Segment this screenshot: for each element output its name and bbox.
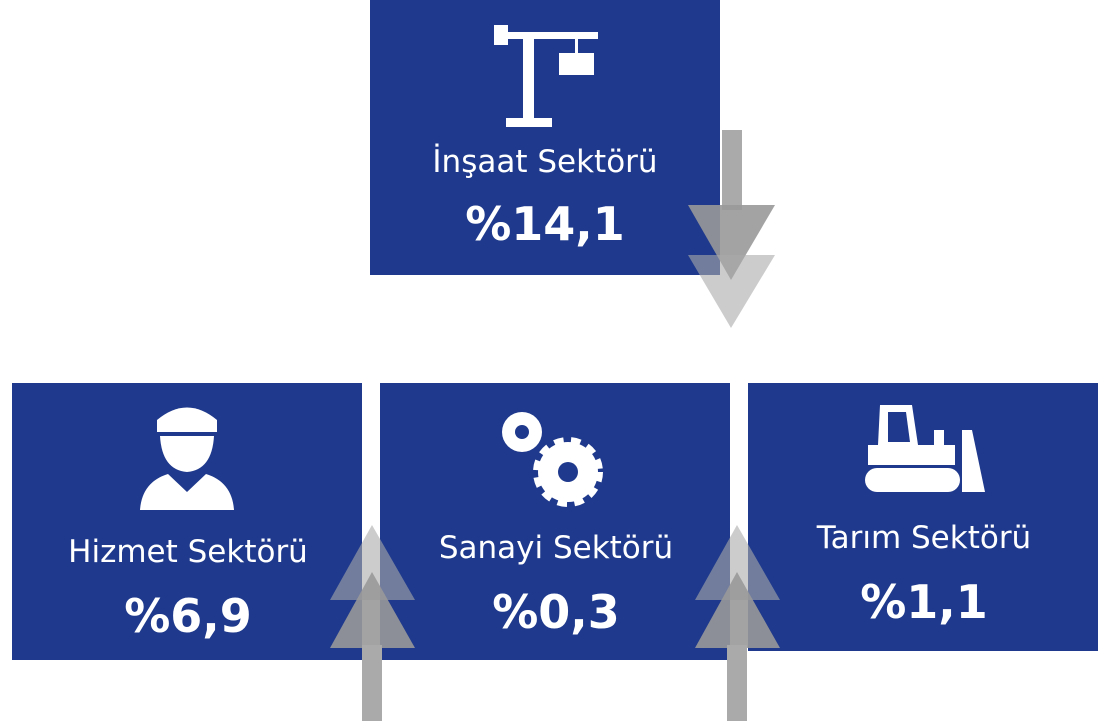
sector-value: %14,1: [465, 197, 625, 251]
box-tarim: [748, 383, 1098, 651]
sector-value: %0,3: [492, 585, 620, 639]
sector-name: Sanayi Sektörü: [439, 530, 673, 566]
sector-value: %1,1: [860, 575, 988, 629]
sector-name: İnşaat Sektörü: [432, 144, 657, 180]
up-arrow: [330, 525, 415, 721]
bulldozer-icon: [865, 405, 985, 492]
crane-icon: [494, 25, 598, 127]
sector-name: Tarım Sektörü: [816, 520, 1031, 556]
up-arrow: [695, 525, 780, 721]
box-insaat: [370, 0, 720, 275]
down-arrow: [688, 130, 775, 328]
gears-icon: [502, 412, 603, 507]
sector-name: Hizmet Sektörü: [68, 534, 308, 570]
box-sanayi: [380, 383, 730, 660]
sector-value: %6,9: [124, 589, 252, 643]
person-icon: [140, 407, 234, 510]
